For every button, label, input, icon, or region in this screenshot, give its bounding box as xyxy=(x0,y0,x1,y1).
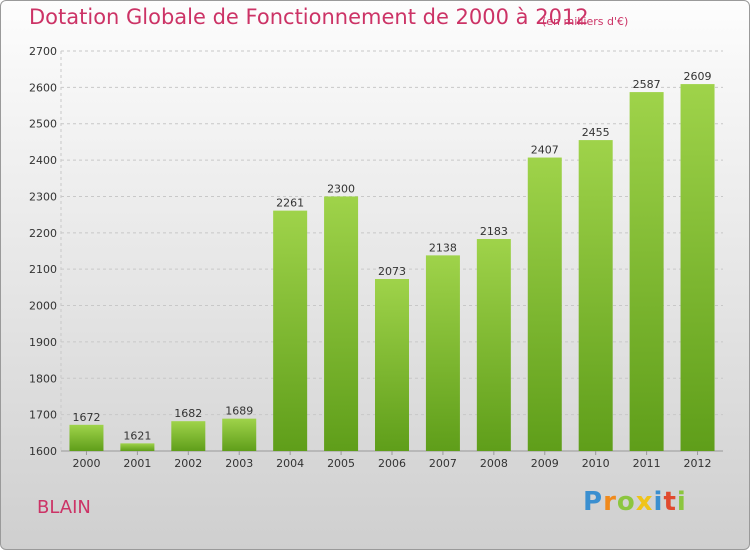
bar xyxy=(171,421,206,451)
x-tick-label: 2003 xyxy=(225,457,253,470)
bar xyxy=(375,279,409,451)
value-label: 1672 xyxy=(72,411,100,424)
value-labels: 1672 1621 1682 1689 2261 2300 2073 2138 2183 2407… xyxy=(72,70,711,442)
y-tick-label: 2500 xyxy=(29,118,57,131)
y-tick-label: 2400 xyxy=(29,154,57,167)
value-label: 2455 xyxy=(582,126,610,139)
bars xyxy=(69,84,715,451)
y-tick-label: 1600 xyxy=(29,445,57,458)
value-label: 2073 xyxy=(378,265,406,278)
x-tick-label: 2001 xyxy=(123,457,151,470)
y-tick-label: 2300 xyxy=(29,190,57,203)
value-label: 2261 xyxy=(276,197,304,210)
logo-letter: o xyxy=(616,487,636,517)
logo-letter: x xyxy=(635,487,654,517)
logo-letter: i xyxy=(653,487,664,517)
logo-letter: r xyxy=(603,487,617,517)
x-tick-label: 2010 xyxy=(582,457,610,470)
chart-title: Dotation Globale de Fonctionnement de 20… xyxy=(29,5,589,29)
value-label: 2587 xyxy=(633,78,661,91)
x-tick-label: 2009 xyxy=(531,457,559,470)
value-label: 1682 xyxy=(174,407,202,420)
x-tick-label: 2011 xyxy=(633,457,661,470)
x-tick-label: 2004 xyxy=(276,457,304,470)
x-tick-label: 2000 xyxy=(72,457,100,470)
x-tick-label: 2005 xyxy=(327,457,355,470)
x-tick-label: 2008 xyxy=(480,457,508,470)
value-label: 2300 xyxy=(327,182,355,195)
bar xyxy=(629,92,664,451)
logo-letter: i xyxy=(676,487,687,517)
y-tick-label: 2000 xyxy=(29,300,57,313)
value-label: 1621 xyxy=(123,429,151,442)
bar xyxy=(476,239,511,451)
bar xyxy=(425,255,460,451)
value-label: 2609 xyxy=(684,70,712,83)
axes: 1600 1700 1800 1900 2000 2100 2200 2300 2400 2500… xyxy=(29,45,723,470)
bar xyxy=(120,443,155,451)
bar xyxy=(324,196,359,451)
bar xyxy=(69,424,104,451)
x-tick-label: 2012 xyxy=(684,457,712,470)
value-label: 2138 xyxy=(429,241,457,254)
logo-letter: t xyxy=(663,487,677,517)
x-tick-label: 2002 xyxy=(174,457,202,470)
bar xyxy=(680,84,715,451)
y-tick-label: 2200 xyxy=(29,227,57,240)
y-tick-label: 2100 xyxy=(29,263,57,276)
commune-name: BLAIN xyxy=(37,497,91,518)
y-tick-label: 1900 xyxy=(29,336,57,349)
y-tick-label: 2600 xyxy=(29,81,57,94)
value-label: 2407 xyxy=(531,144,559,157)
x-tick-label: 2006 xyxy=(378,457,406,470)
bar xyxy=(527,157,562,451)
bar xyxy=(273,210,308,451)
bar xyxy=(578,140,613,451)
bar xyxy=(222,418,257,451)
y-tick-label: 1700 xyxy=(29,409,57,422)
y-tick-label: 1800 xyxy=(29,372,57,385)
value-label: 1689 xyxy=(225,405,253,418)
chart-subtitle: (en milliers d'€) xyxy=(542,15,629,28)
value-label: 2183 xyxy=(480,225,508,238)
logo-letter: P xyxy=(583,487,604,517)
x-tick-label: 2007 xyxy=(429,457,457,470)
proxiti-logo: Proxiti xyxy=(583,487,687,517)
y-tick-label: 2700 xyxy=(29,45,57,58)
